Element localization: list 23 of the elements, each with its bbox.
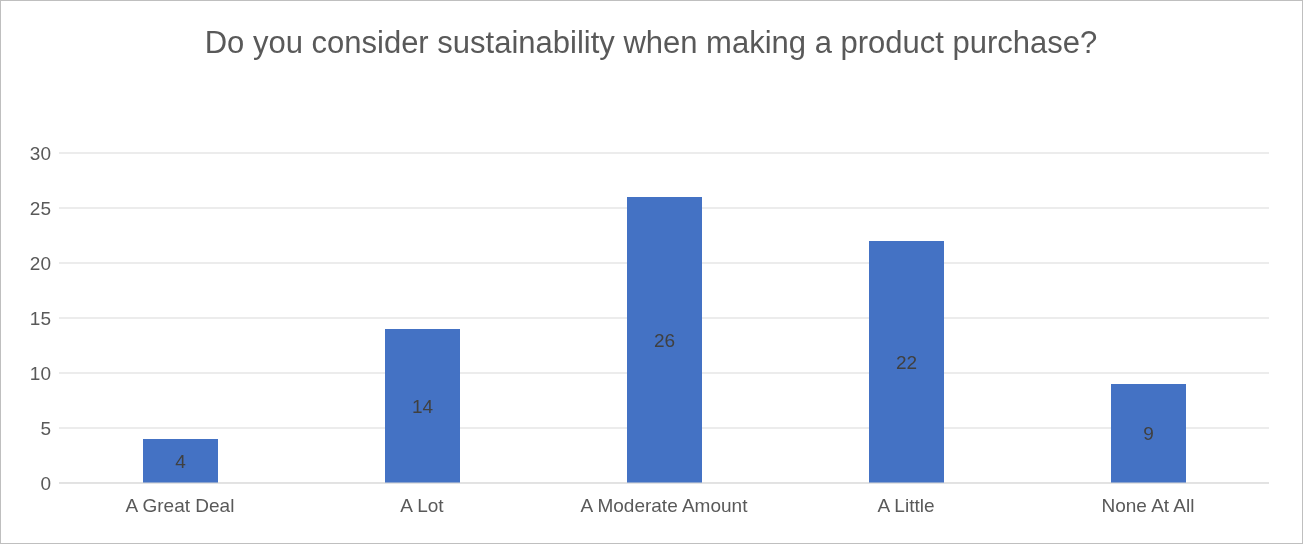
y-tick-label: 15 [29, 307, 51, 329]
y-tick-label: 10 [29, 362, 51, 384]
bar [627, 197, 702, 483]
y-tick-label: 20 [29, 252, 51, 274]
bar [143, 439, 218, 483]
x-tick-label: None At All [1101, 495, 1195, 517]
y-tick-label: 25 [29, 197, 51, 219]
data-label: 4 [175, 450, 187, 472]
bar [1111, 384, 1186, 483]
data-label: 26 [653, 329, 676, 351]
data-label: 14 [411, 395, 434, 417]
data-label: 22 [895, 351, 918, 373]
x-tick-label: A Great Deal [125, 495, 235, 517]
bar [385, 329, 460, 483]
bar [869, 241, 944, 483]
chart-title: Do you consider sustainability when making a product purchase? [203, 24, 1099, 62]
x-tick-label: A Little [877, 495, 935, 517]
y-tick-label: 30 [29, 142, 51, 164]
y-tick-label: 0 [40, 472, 51, 494]
x-tick-label: A Lot [400, 495, 445, 517]
y-tick-label: 5 [40, 417, 51, 439]
data-label: 9 [1143, 423, 1154, 445]
x-tick-label: A Moderate Amount [580, 495, 749, 517]
